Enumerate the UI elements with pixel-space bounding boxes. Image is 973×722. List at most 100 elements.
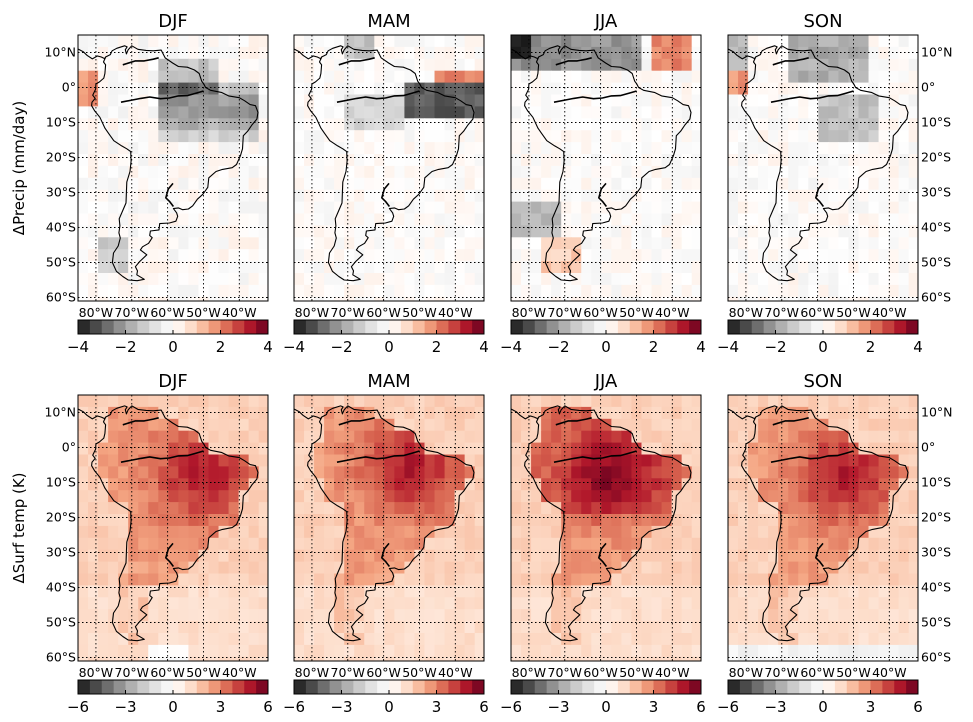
lon-tick-label: 40°W	[222, 305, 257, 320]
colorbar-tick-label: 4	[696, 338, 706, 356]
colorbar-tick-label: 0	[601, 698, 611, 716]
colorbar-tick-label: 3	[432, 698, 442, 716]
colorbar-tick-label: 4	[913, 338, 923, 356]
colorbar-tick-label: 0	[818, 338, 828, 356]
coastline	[511, 405, 692, 642]
lon-tick-label: 60°W	[150, 305, 185, 320]
panel-title: JJA	[594, 371, 618, 392]
lat-tick-label: 10°S	[921, 115, 951, 130]
colorbar-tick-label: 3	[866, 698, 876, 716]
lat-tick-label: 50°S	[46, 255, 76, 270]
lat-tick-label: 0°	[921, 440, 935, 455]
colorbar-tick-label: 0	[384, 338, 394, 356]
panel-title: MAM	[367, 371, 410, 392]
lon-tick-label: 50°W	[619, 665, 654, 680]
colorbar-tick-label: −4	[67, 338, 89, 356]
lon-tick-label: 80°W	[79, 665, 114, 680]
map-panel-precip-mam	[293, 34, 485, 335]
lon-tick-label: 40°W	[438, 305, 473, 320]
lat-tick-label: 0°	[921, 80, 935, 95]
colorbar-tick-label: 4	[479, 338, 489, 356]
data-grid	[78, 35, 268, 301]
colorbar-tick-label: −2	[114, 338, 136, 356]
lat-tick-label: 30°S	[46, 185, 76, 200]
lon-tick-label: 50°W	[186, 305, 221, 320]
panel-title: DJF	[158, 371, 188, 392]
colorbar-tick-label: 3	[216, 698, 226, 716]
colorbar-tick-label: 4	[263, 338, 273, 356]
panel-frame	[510, 34, 702, 302]
coastline	[78, 405, 259, 642]
map-panel-temp-son	[727, 394, 919, 695]
colorbar-tick-label: 0	[168, 338, 178, 356]
panel-title: SON	[803, 371, 842, 392]
lon-tick-label: 60°W	[583, 665, 618, 680]
lon-tick-label: 60°W	[366, 665, 401, 680]
colorbar-tick-label: −2	[547, 338, 569, 356]
panel-frame	[510, 394, 702, 662]
row-label: ΔPrecip (mm/day)	[10, 101, 28, 235]
lat-tick-label: 50°S	[921, 255, 951, 270]
colorbar-tick-label: −4	[283, 338, 305, 356]
data-grid	[294, 395, 484, 661]
lon-tick-label: 50°W	[619, 305, 654, 320]
lat-tick-label: 20°S	[46, 510, 76, 525]
colorbar-tick-label: 2	[866, 338, 876, 356]
lon-tick-label: 50°W	[836, 305, 871, 320]
data-grid	[728, 35, 918, 301]
lat-tick-label: 60°S	[921, 650, 951, 665]
colorbar	[293, 679, 485, 695]
data-grid	[78, 395, 268, 661]
lon-tick-label: 40°W	[438, 665, 473, 680]
lat-tick-label: 10°S	[921, 475, 951, 490]
colorbar	[77, 679, 269, 695]
lon-tick-label: 50°W	[186, 665, 221, 680]
lon-tick-label: 70°W	[765, 305, 800, 320]
lat-tick-label: 30°S	[46, 545, 76, 560]
graticule	[78, 395, 268, 661]
lat-tick-label: 10°N	[921, 45, 953, 60]
lon-tick-label: 50°W	[402, 305, 437, 320]
colorbar-tick-label: 0	[601, 338, 611, 356]
lat-tick-label: 0°	[62, 80, 76, 95]
graticule	[78, 35, 268, 301]
lon-tick-label: 40°W	[872, 665, 907, 680]
map-panel-temp-djf	[77, 394, 269, 695]
colorbar-tick-label: −3	[764, 698, 786, 716]
graticule	[511, 35, 701, 301]
map-panel-temp-jja	[510, 394, 702, 695]
lon-tick-label: 70°W	[115, 665, 150, 680]
data-grid	[511, 395, 701, 661]
lat-tick-label: 10°N	[44, 405, 76, 420]
panel-frame	[77, 34, 269, 302]
lat-tick-label: 0°	[62, 440, 76, 455]
data-grid	[511, 35, 701, 301]
lon-tick-label: 70°W	[548, 305, 583, 320]
lon-tick-label: 60°W	[583, 305, 618, 320]
panel-frame	[727, 34, 919, 302]
colorbar-tick-label: 6	[696, 698, 706, 716]
lat-tick-label: 50°S	[46, 615, 76, 630]
lat-tick-label: 20°S	[46, 150, 76, 165]
lat-tick-label: 20°S	[921, 510, 951, 525]
colorbar-tick-label: −3	[330, 698, 352, 716]
colorbar	[727, 679, 919, 695]
colorbar-tick-label: −6	[717, 698, 739, 716]
colorbar-tick-label: 2	[649, 338, 659, 356]
colorbar	[510, 319, 702, 335]
lat-tick-label: 40°S	[921, 220, 951, 235]
colorbar-tick-label: 0	[818, 698, 828, 716]
coastline	[728, 405, 909, 642]
panel-title: MAM	[367, 11, 410, 32]
coastline	[511, 45, 692, 282]
lon-tick-label: 70°W	[331, 305, 366, 320]
lat-tick-label: 40°S	[46, 220, 76, 235]
map-panel-temp-mam	[293, 394, 485, 695]
colorbar-tick-label: −6	[67, 698, 89, 716]
coastline	[294, 45, 475, 282]
lat-tick-label: 10°S	[46, 475, 76, 490]
lat-tick-label: 50°S	[921, 615, 951, 630]
colorbar-tick-label: 2	[216, 338, 226, 356]
panel-title: JJA	[594, 11, 618, 32]
